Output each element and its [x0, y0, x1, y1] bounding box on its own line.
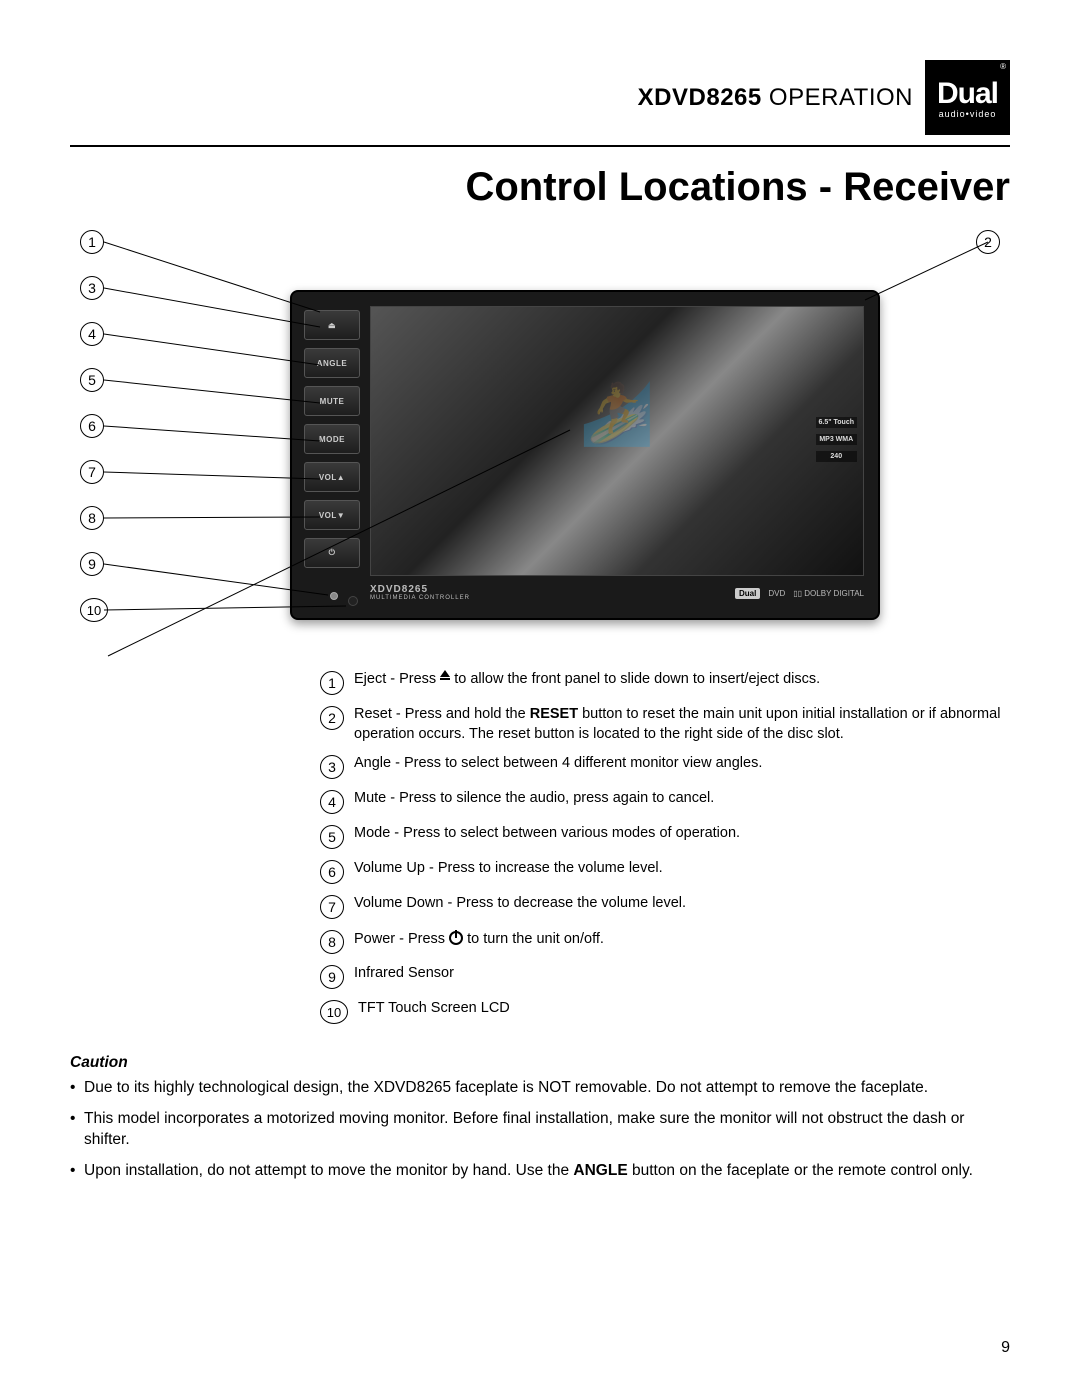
- callout-number: 8: [80, 506, 104, 530]
- power-led: [330, 592, 338, 600]
- legend-number: 7: [320, 895, 344, 919]
- callout-column-left: 1 3 4 5 6 7 8 9 10: [80, 230, 108, 622]
- dvd-logo: DVD: [768, 589, 785, 598]
- callout-number: 4: [80, 322, 104, 346]
- legend-row: 4 Mute - Press to silence the audio, pres…: [320, 789, 1010, 814]
- logo-main: Dual: [937, 77, 998, 111]
- device-button: ⏏: [304, 310, 360, 340]
- legend-number: 6: [320, 860, 344, 884]
- legend-row: 3 Angle - Press to select between 4 diffe…: [320, 754, 1010, 779]
- badge-240: 240: [816, 451, 857, 462]
- logo-sub: audio•video: [939, 109, 997, 119]
- callout-right: 2: [976, 230, 1000, 254]
- brand-logo: ® Dual audio•video: [925, 60, 1010, 135]
- badge-mp3: MP3 WMA: [816, 434, 857, 445]
- device-model-sub: MULTIMEDIA CONTROLLER: [370, 595, 470, 601]
- legend-text: Reset - Press and hold the RESET button …: [354, 705, 1010, 744]
- legend-text: Mute - Press to silence the audio, press…: [354, 789, 714, 809]
- device-button: VOL▲: [304, 462, 360, 492]
- caution-item: Upon installation, do not attempt to mov…: [70, 1161, 1010, 1182]
- device-mini-logo: Dual: [735, 588, 760, 599]
- legend-row: 10 TFT Touch Screen LCD: [320, 999, 1010, 1024]
- device-button: VOL▼: [304, 500, 360, 530]
- callout-number: 6: [80, 414, 104, 438]
- caution-heading: Caution: [70, 1054, 1010, 1072]
- legend-number: 10: [320, 1000, 348, 1024]
- legend-text: Infrared Sensor: [354, 964, 454, 984]
- legend-text: Mode - Press to select between various m…: [354, 824, 740, 844]
- device-bottom-right: Dual DVD ▯▯ DOLBY DIGITAL: [735, 588, 864, 599]
- device-bottom-bar: XDVD8265 MULTIMEDIA CONTROLLER Dual DVD …: [370, 578, 864, 608]
- legend-number: 8: [320, 930, 344, 954]
- legend-text: Volume Up - Press to increase the volume…: [354, 859, 663, 879]
- device-screen: 🏄 6.5" Touch MP3 WMA 240: [370, 306, 864, 576]
- logo-registered: ®: [1000, 62, 1006, 71]
- caution-list: Due to its highly technological design, …: [70, 1078, 1010, 1182]
- badge-touch: 6.5" Touch: [816, 417, 857, 428]
- diagram-area: 1 3 4 5 6 7 8 9 10 2 ⏏ ANGLE MUTE MODE VOL▲ VOL▼ ⏻ 🏄 6…: [70, 230, 1010, 660]
- legend-number: 9: [320, 965, 344, 989]
- caution-item: Due to its highly technological design, …: [70, 1078, 1010, 1099]
- legend-row: 2 Reset - Press and hold the RESET button…: [320, 705, 1010, 744]
- legend-row: 5 Mode - Press to select between various …: [320, 824, 1010, 849]
- header-title: XDVD8265 OPERATION: [638, 84, 913, 112]
- legend-number: 1: [320, 671, 344, 695]
- legend-text: Angle - Press to select between 4 differ…: [354, 754, 762, 774]
- device-button-column: ⏏ ANGLE MUTE MODE VOL▲ VOL▼ ⏻: [304, 310, 360, 568]
- page-number: 9: [1001, 1339, 1010, 1357]
- legend-text: TFT Touch Screen LCD: [358, 999, 510, 1019]
- device-button: ANGLE: [304, 348, 360, 378]
- receiver-device: ⏏ ANGLE MUTE MODE VOL▲ VOL▼ ⏻ 🏄 6.5" Touch MP3…: [290, 290, 880, 620]
- legend-text: Eject - Press to allow the front panel t…: [354, 670, 820, 690]
- header-model: XDVD8265: [638, 84, 762, 111]
- page-title: Control Locations - Receiver: [70, 165, 1010, 210]
- callout-number: 1: [80, 230, 104, 254]
- device-button: MUTE: [304, 386, 360, 416]
- legend-number: 3: [320, 755, 344, 779]
- legend-row: 8 Power - Press to turn the unit on/off.: [320, 929, 1010, 954]
- legend-text: Volume Down - Press to decrease the volu…: [354, 894, 686, 914]
- dolby-logo: ▯▯ DOLBY DIGITAL: [793, 589, 864, 598]
- legend-list: 1 Eject - Press to allow the front panel …: [320, 670, 1010, 1024]
- legend-number: 2: [320, 706, 344, 730]
- callout-number: 10: [80, 598, 108, 622]
- callout-number: 5: [80, 368, 104, 392]
- device-button: MODE: [304, 424, 360, 454]
- device-model-label: XDVD8265 MULTIMEDIA CONTROLLER: [370, 585, 470, 601]
- legend-number: 4: [320, 790, 344, 814]
- callout-number: 7: [80, 460, 104, 484]
- legend-text: Power - Press to turn the unit on/off.: [354, 929, 604, 950]
- device-button: ⏻: [304, 538, 360, 568]
- legend-number: 5: [320, 825, 344, 849]
- device-model-text: XDVD8265: [370, 585, 470, 595]
- legend-row: 7 Volume Down - Press to decrease the vol…: [320, 894, 1010, 919]
- ir-sensor: [348, 596, 358, 606]
- eject-icon: [440, 670, 450, 677]
- caution-item: This model incorporates a motorized movi…: [70, 1109, 1010, 1151]
- callout-number: 3: [80, 276, 104, 300]
- callout-number: 2: [976, 230, 1000, 254]
- screen-badges: 6.5" Touch MP3 WMA 240: [816, 417, 857, 462]
- header-operation: OPERATION: [769, 84, 913, 111]
- page-header: XDVD8265 OPERATION ® Dual audio•video: [70, 60, 1010, 147]
- legend-row: 9 Infrared Sensor: [320, 964, 1010, 989]
- caution-section: Caution Due to its highly technological …: [70, 1054, 1010, 1182]
- legend-row: 6 Volume Up - Press to increase the volum…: [320, 859, 1010, 884]
- legend-row: 1 Eject - Press to allow the front panel …: [320, 670, 1010, 695]
- power-icon: [449, 931, 463, 945]
- screen-image-placeholder: 🏄: [580, 379, 655, 450]
- callout-number: 9: [80, 552, 104, 576]
